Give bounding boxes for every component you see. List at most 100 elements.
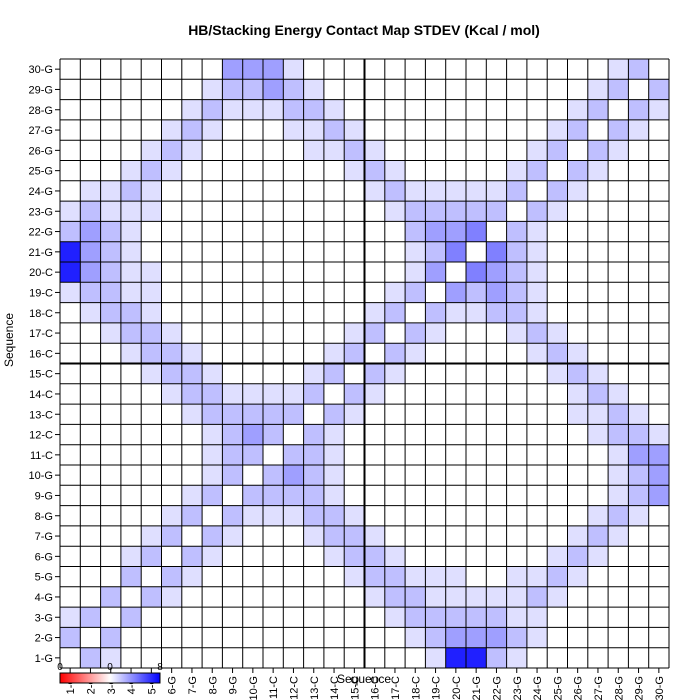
heatmap-cell-11-C-15-C <box>344 444 365 465</box>
heatmap-cell-15-C-27-G <box>587 363 609 384</box>
heatmap-cell-26-G-17-C <box>384 140 406 161</box>
heatmap-cell-12-C-23-G <box>506 424 527 445</box>
heatmap-cell-23-G-4-G <box>120 201 142 222</box>
heatmap-cell-4-G-28-G <box>608 586 629 608</box>
heatmap-dividers <box>60 59 669 668</box>
heatmap-cell-28-G-29-G <box>628 99 649 120</box>
heatmap-cell-23-G-22-G <box>486 201 507 222</box>
heatmap-cell-3-G-7-G <box>181 607 203 628</box>
heatmap-cell-16-C-13-C <box>303 343 324 364</box>
heatmap-cell-12-C-15-C <box>344 424 365 445</box>
heatmap-cell-19-C-25-G <box>547 282 568 303</box>
heatmap-cell-24-G-3-G <box>100 180 121 202</box>
heatmap-cell-11-C-27-G <box>587 444 609 465</box>
heatmap-cell-25-G-8-G <box>202 160 223 181</box>
heatmap-cell-8-G-24-G <box>526 505 548 526</box>
heatmap-cell-16-C-14-C <box>323 343 345 364</box>
heatmap-cell-13-C-3-G <box>100 404 121 425</box>
heatmap-cell-18-C-7-G <box>181 302 203 323</box>
heatmap-cell-21-G-15-C <box>344 241 365 262</box>
heatmap-cell-7-G-29-G <box>628 525 649 547</box>
heatmap-cell-20-C-24-G <box>526 262 548 283</box>
heatmap-cell-15-C-8-G <box>202 363 223 384</box>
heatmap-cell-6-G-7-G <box>181 546 203 567</box>
heatmap-cell-4-G-17-C <box>384 586 406 608</box>
heatmap-cell-16-C-11-C <box>263 343 284 364</box>
heatmap-cell-16-C-23-G <box>506 343 527 364</box>
heatmap-cell-6-G-17-C <box>384 546 406 567</box>
heatmap-cell-8-G-25-G <box>547 505 568 526</box>
heatmap-cell-16-C-6-G <box>161 343 182 364</box>
heatmap-cell-5-G-2-G <box>80 566 101 587</box>
heatmap-cell-6-G-14-C <box>323 546 345 567</box>
heatmap-cell-7-G-1-G <box>60 525 81 547</box>
heatmap-cell-15-C-25-G <box>547 363 568 384</box>
heatmap-cell-20-C-2-G <box>80 262 101 283</box>
heatmap-cell-27-G-12-C <box>283 119 304 141</box>
heatmap-cell-29-G-8-G <box>202 79 223 100</box>
heatmap-cell-27-G-13-C <box>303 119 324 141</box>
heatmap-cell-17-C-17-C <box>384 322 406 344</box>
heatmap-cell-10-G-8-G <box>202 465 223 486</box>
heatmap-cell-18-C-1-G <box>60 302 81 323</box>
heatmap-cell-23-G-19-C <box>425 201 446 222</box>
heatmap-cell-27-G-20-C <box>445 119 466 141</box>
heatmap-cell-1-G-16-C <box>364 647 385 668</box>
heatmap-cell-28-G-20-C <box>445 99 466 120</box>
heatmap-cell-1-G-6-G <box>161 647 182 668</box>
heatmap-cell-18-C-25-G <box>547 302 568 323</box>
heatmap-cell-25-G-30-G <box>648 160 669 181</box>
heatmap-cell-13-C-13-C <box>303 404 324 425</box>
heatmap-cell-4-G-19-C <box>425 586 446 608</box>
heatmap-cell-28-G-15-C <box>344 99 365 120</box>
heatmap-cell-3-G-25-G <box>547 607 568 628</box>
heatmap-cell-4-G-23-G <box>506 586 527 608</box>
heatmap-cell-14-C-9-G <box>222 383 243 405</box>
heatmap-cell-5-G-13-C <box>303 566 324 587</box>
heatmap-cell-19-C-6-G <box>161 282 182 303</box>
heatmap-cell-11-C-18-C <box>405 444 426 465</box>
heatmap-cell-2-G-26-G <box>567 627 588 648</box>
heatmap-cell-24-G-15-C <box>344 180 365 202</box>
heatmap-cell-11-C-14-C <box>323 444 345 465</box>
heatmap-cell-12-C-27-G <box>587 424 609 445</box>
heatmap-cell-3-G-30-G <box>648 607 669 628</box>
heatmap-cell-28-G-3-G <box>100 99 121 120</box>
heatmap-cell-16-C-4-G <box>120 343 142 364</box>
heatmap-cell-30-G-19-C <box>425 59 446 80</box>
heatmap-cell-15-C-10-G <box>242 363 263 384</box>
heatmap-cell-7-G-8-G <box>202 525 223 547</box>
x-axis-label: Sequence <box>337 672 391 686</box>
heatmap-cell-27-G-22-G <box>486 119 507 141</box>
heatmap-cell-18-C-29-G <box>628 302 649 323</box>
heatmap-cell-25-G-9-G <box>222 160 243 181</box>
heatmap-cell-14-C-19-C <box>425 383 446 405</box>
heatmap-cell-9-G-10-G <box>242 485 263 506</box>
heatmap-cell-11-C-11-C <box>263 444 284 465</box>
heatmap-cell-24-G-8-G <box>202 180 223 202</box>
heatmap-cell-4-G-14-C <box>323 586 345 608</box>
heatmap-cell-17-C-19-C <box>425 322 446 344</box>
heatmap-cell-26-G-25-G <box>547 140 568 161</box>
heatmap-cell-19-C-23-G <box>506 282 527 303</box>
heatmap-cell-1-G-25-G <box>547 647 568 668</box>
heatmap-cell-11-C-19-C <box>425 444 446 465</box>
heatmap-cell-11-C-6-G <box>161 444 182 465</box>
heatmap-cell-21-G-10-G <box>242 241 263 262</box>
heatmap-cell-30-G-26-G <box>567 59 588 80</box>
heatmap-cell-5-G-6-G <box>161 566 182 587</box>
heatmap-cell-14-C-30-G <box>648 383 669 405</box>
heatmap-cell-1-G-30-G <box>648 647 669 668</box>
heatmap-cell-9-G-3-G <box>100 485 121 506</box>
heatmap-cell-10-G-11-C <box>263 465 284 486</box>
x-tick-label: 23-G <box>512 676 524 700</box>
heatmap-cell-4-G-1-G <box>60 586 81 608</box>
heatmap-cell-21-G-24-G <box>526 241 548 262</box>
heatmap-cell-28-G-26-G <box>567 99 588 120</box>
heatmap-cell-11-C-9-G <box>222 444 243 465</box>
heatmap-cell-25-G-10-G <box>242 160 263 181</box>
heatmap-cell-25-G-2-G <box>80 160 101 181</box>
x-tick-label: 10-G <box>248 676 260 700</box>
heatmap-cell-5-G-26-G <box>567 566 588 587</box>
heatmap-cell-25-G-14-C <box>323 160 345 181</box>
